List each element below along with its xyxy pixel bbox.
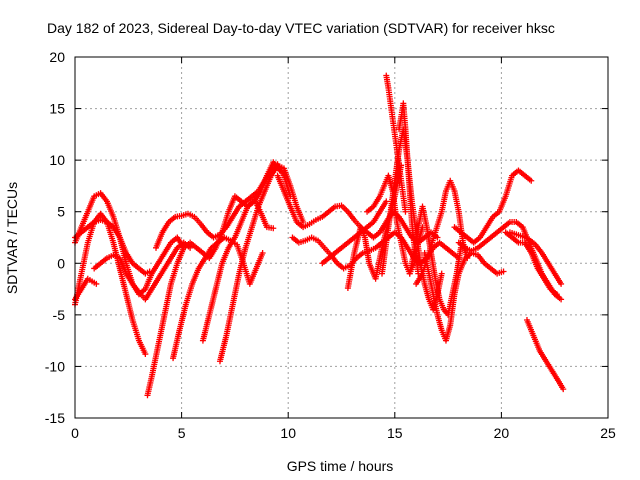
series-track-25: [502, 229, 560, 298]
x-tick-label: 25: [600, 425, 616, 441]
series-track-3: [72, 216, 153, 277]
data-point: [300, 219, 307, 226]
y-tick-label: -10: [45, 358, 65, 374]
data-point: [270, 225, 277, 232]
x-tick-label: 0: [71, 425, 79, 441]
series-track-5: [91, 239, 194, 303]
chart-title: Day 182 of 2023, Sidereal Day-to-day VTE…: [47, 20, 555, 36]
series-track-26: [523, 317, 567, 393]
y-tick-label: 0: [57, 255, 65, 271]
data-point: [528, 177, 535, 184]
y-tick-label: 20: [49, 49, 65, 65]
series-track-7: [153, 161, 294, 251]
data-point: [142, 351, 149, 358]
series-track-8: [170, 234, 266, 362]
data-point: [558, 280, 565, 287]
x-tick-label: 5: [178, 425, 186, 441]
data-point: [500, 268, 507, 275]
data-point: [259, 249, 266, 256]
data-point: [434, 234, 441, 241]
y-tick-label: -5: [53, 307, 66, 323]
series-track-22: [451, 167, 535, 246]
data-point: [187, 244, 194, 251]
data-point: [438, 270, 445, 277]
data-point: [560, 386, 567, 393]
series-track-21: [421, 249, 507, 344]
data-point: [146, 268, 153, 275]
x-axis-label: GPS time / hours: [287, 458, 394, 474]
y-tick-label: 10: [49, 152, 65, 168]
series-track-17: [383, 72, 409, 215]
data-points: [72, 72, 567, 399]
series-track-18: [396, 100, 422, 277]
data-point: [402, 208, 409, 215]
series-track-10: [216, 162, 307, 365]
data-point: [553, 291, 560, 298]
x-tick-label: 10: [280, 425, 296, 441]
data-point: [558, 296, 565, 303]
axis-ticks: 0 5 10 15 20 25 -15 -10 -5 0 5 10 15 20: [45, 49, 616, 441]
y-axis-label: SDTVAR / TECUs: [4, 182, 20, 294]
y-tick-label: 5: [57, 204, 65, 220]
y-tick-label: 15: [49, 101, 65, 117]
series-track-9: [199, 196, 277, 344]
plot-frame: [74, 56, 609, 419]
x-tick-label: 15: [387, 425, 403, 441]
x-tick-label: 20: [494, 425, 510, 441]
y-tick-label: -15: [45, 410, 65, 426]
series-track-24: [506, 229, 565, 287]
series-track-13: [319, 198, 390, 267]
data-point: [383, 198, 390, 205]
series-track-4: [72, 275, 100, 303]
data-point: [93, 280, 100, 287]
